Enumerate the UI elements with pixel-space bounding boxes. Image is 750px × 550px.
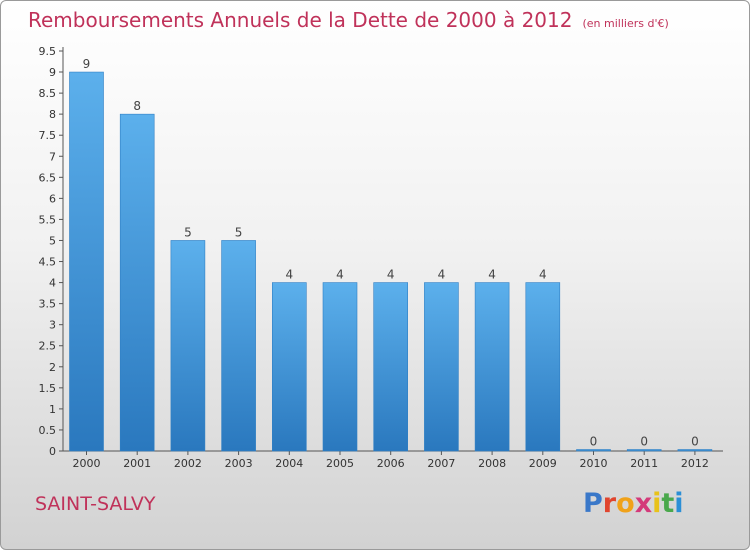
x-tick-label: 2001 [123,457,151,470]
y-tick-label: 6 [49,192,56,205]
x-tick-label: 2002 [174,457,202,470]
logo-letter: P [583,488,603,519]
logo-letter: x [634,488,653,519]
logo-letter: t [661,488,675,519]
y-tick-label: 7 [49,150,56,163]
y-tick-label: 2 [49,361,56,374]
x-tick-label: 2007 [427,457,455,470]
x-tick-label: 2012 [681,457,709,470]
x-tick-label: 2005 [326,457,354,470]
x-tick-label: 2009 [529,457,557,470]
bar-value-label: 4 [285,268,293,282]
bar [170,240,206,452]
logo-letter: i [674,488,684,519]
bar-value-label: 9 [83,57,91,71]
bar-value-label: 4 [336,268,344,282]
proxiti-logo: Proxiti [583,488,684,519]
bar [576,449,611,452]
bar [424,282,459,452]
bar-value-label: 4 [387,268,395,282]
y-tick-label: 8.5 [39,87,57,100]
y-tick-label: 3.5 [39,298,57,311]
y-tick-label: 4 [49,277,56,290]
bar [677,449,713,452]
y-tick-label: 7.5 [39,129,57,142]
x-tick-label: 2004 [275,457,303,470]
y-tick-label: 2.5 [39,340,57,353]
x-tick-label: 2010 [580,457,608,470]
bar-value-label: 4 [488,268,496,282]
bar [69,71,104,452]
logo-letter: o [616,488,635,519]
bar [322,282,358,452]
bar-value-label: 4 [539,268,547,282]
y-tick-label: 8 [49,108,56,121]
bar-value-label: 5 [235,225,243,239]
y-tick-label: 9 [49,66,56,79]
bar-value-label: 0 [640,435,648,449]
y-tick-label: 5 [49,234,56,247]
bar [119,113,155,452]
x-tick-label: 2006 [377,457,405,470]
y-tick-label: 1.5 [39,382,57,395]
y-tick-label: 3 [49,319,56,332]
chart-title: Remboursements Annuels de la Dette de 20… [28,8,669,32]
bar-value-label: 0 [691,435,699,449]
x-tick-label: 2000 [73,457,101,470]
chart-subtitle: (en milliers d'€) [582,17,669,30]
y-tick-label: 0 [49,445,56,458]
bar [525,282,561,452]
bar-value-label: 8 [133,99,141,113]
logo-letter: i [652,488,662,519]
bar [474,282,510,452]
y-tick-label: 6.5 [39,171,57,184]
y-tick-label: 1 [49,403,56,416]
bar-value-label: 0 [590,435,598,449]
x-tick-label: 2003 [225,457,253,470]
bar [271,282,307,452]
x-tick-label: 2011 [630,457,658,470]
y-tick-label: 9.5 [39,45,57,58]
bar-value-label: 4 [438,268,446,282]
logo-letter: r [602,488,617,519]
bar [221,240,256,452]
y-tick-label: 0.5 [39,424,57,437]
bar-value-label: 5 [184,225,192,239]
bar [373,282,409,452]
y-tick-label: 5.5 [39,213,57,226]
place-name: SAINT-SALVY [35,493,156,515]
x-tick-label: 2008 [478,457,506,470]
bar [626,449,662,452]
y-tick-label: 4.5 [39,256,57,269]
